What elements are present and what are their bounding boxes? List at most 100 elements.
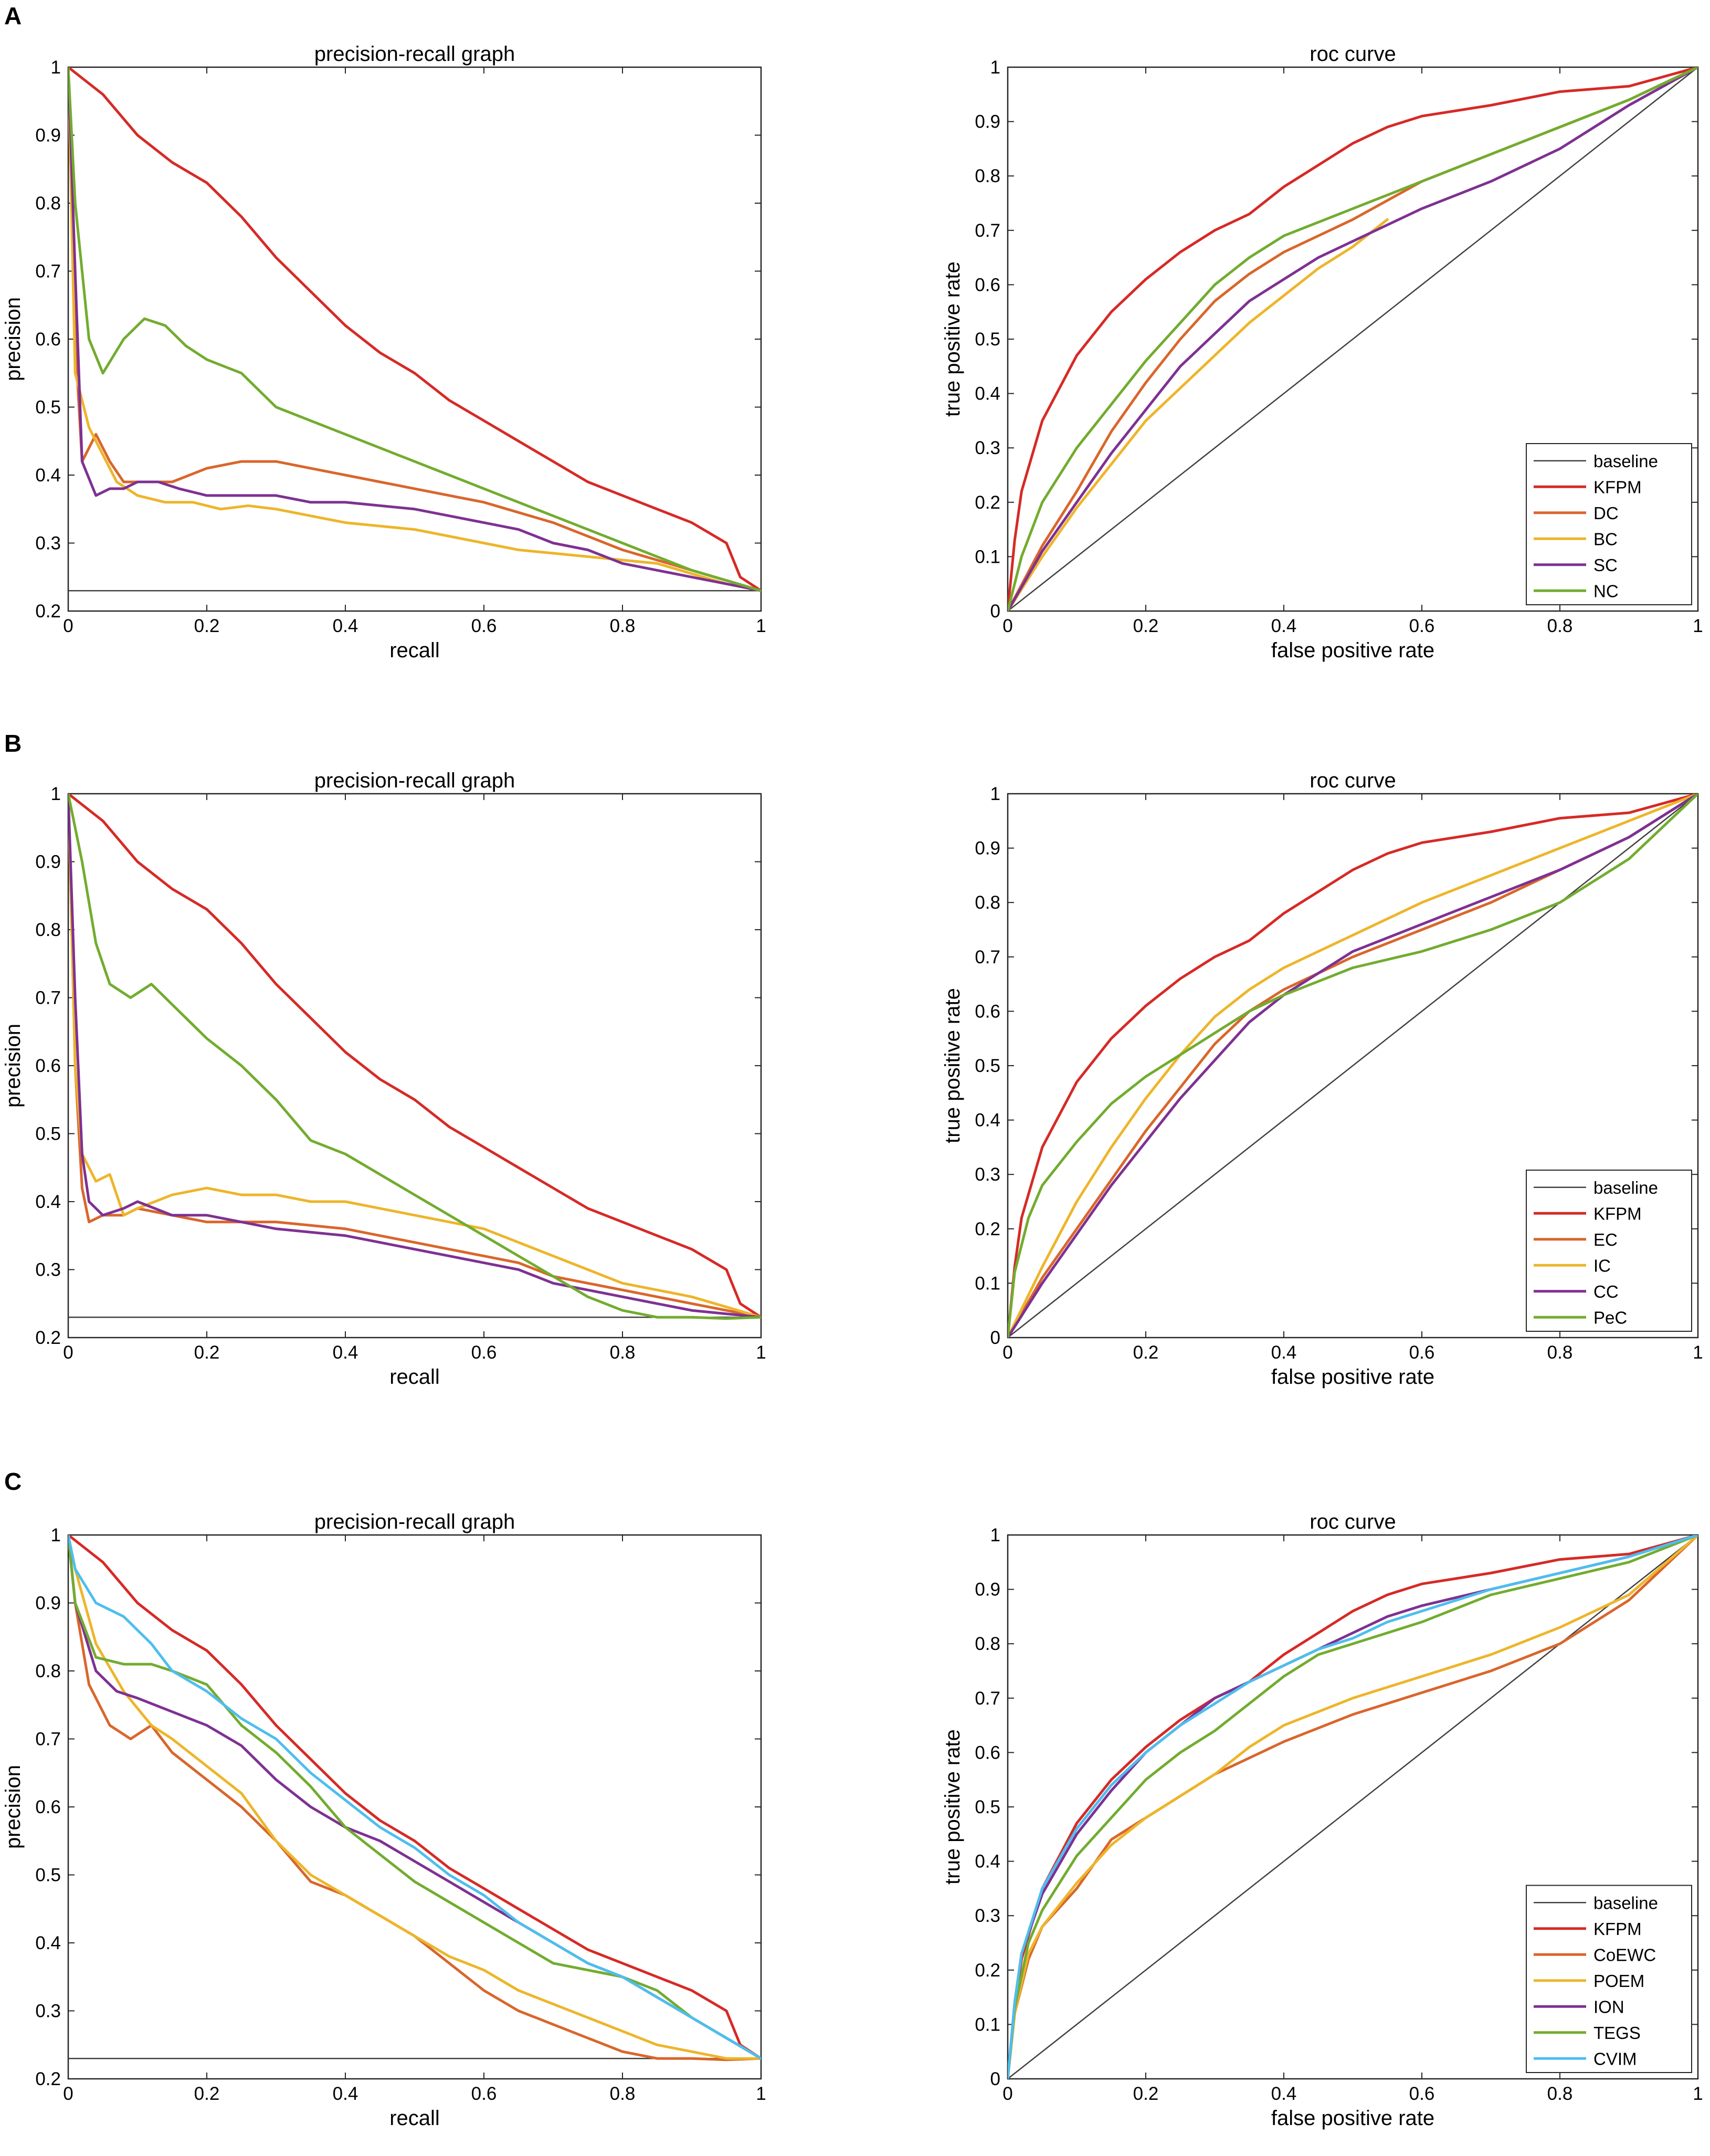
y-tick-label: 0.4 [35,1933,61,1953]
chart-title: roc curve [1310,1510,1396,1533]
legend-box [1526,1885,1692,2073]
series-line-kfpm [1008,794,1698,1338]
y-tick-label: 1 [51,57,61,78]
x-tick-label: 0 [1002,2084,1012,2104]
legend-entry-kfpm: KFPM [1593,1919,1642,1939]
legend: baseline KFPM DC BC SC NC [1526,443,1692,605]
x-tick-label: 0 [63,616,73,636]
x-axis-label: recall [389,2107,440,2130]
y-tick-label: 0.2 [35,2069,61,2089]
x-tick-label: 0.6 [1409,2084,1435,2104]
series-line-sc [68,67,761,592]
legend-entry-coewc: CoEWC [1593,1945,1656,1964]
x-tick-label: 0.6 [471,2084,497,2104]
series-group [1008,67,1698,611]
series-line-cc [1008,794,1698,1338]
y-tick-label: 0.2 [35,601,61,622]
x-tick-label: 1 [1693,616,1703,636]
chart-B-roc: 0 0.2 0.4 0.6 0.8 1 0 0.1 0.2 0.3 0.4 0.5 0.6 0.7 0.8 0… [941,769,1703,1389]
legend-entry-tegs: TEGS [1593,2023,1641,2043]
y-tick-label: 0.6 [975,275,1000,295]
series-line-cc [68,794,761,1319]
chart-A-roc: 0 0.2 0.4 0.6 0.8 1 0 0.1 0.2 0.3 0.4 0.5 0.6 0.7 0.8 0… [941,43,1703,662]
y-axis-label: true positive rate [941,1729,964,1885]
y-tick-label: 0.9 [975,838,1000,859]
y-tick-label: 0.1 [975,1273,1000,1293]
y-tick-label: 0.8 [975,1634,1000,1654]
plot-area [67,66,762,612]
y-tick-label: 0.4 [35,1192,61,1212]
y-tick-label: 0.5 [35,397,61,418]
x-tick-label: 0.8 [1547,2084,1573,2104]
y-tick-label: 0.1 [975,546,1000,567]
y-tick-label: 0.1 [975,2014,1000,2035]
legend: baseline KFPM EC IC CC PeC [1526,1170,1692,1332]
y-tick-label: 1 [990,57,1000,78]
series-line-cvim [68,1535,761,2060]
y-tick-label: 0.9 [35,1593,61,1614]
panel-label-C: C [4,1468,22,1495]
legend-box [1526,443,1692,605]
x-tick-label: 0.6 [1409,616,1435,636]
y-tick-label: 0.6 [975,1001,1000,1022]
series-group [68,67,761,592]
x-tick-label: 0.4 [333,1342,358,1363]
y-tick-label: 0.2 [975,492,1000,513]
y-tick-label: 0.7 [35,261,61,282]
legend-entry-ec: EC [1593,1230,1618,1249]
y-tick-label: 0.3 [35,1260,61,1280]
x-tick-label: 0.4 [1271,1342,1297,1363]
legend-entry-bc: BC [1593,529,1618,549]
legend-entry-poem: POEM [1593,1971,1644,1991]
y-tick-label: 0.6 [35,1056,61,1076]
legend-entry-nc: NC [1593,581,1619,601]
x-axis-label: false positive rate [1271,2107,1434,2130]
x-tick-label: 0 [63,2084,73,2104]
y-tick-label: 0 [990,601,1000,622]
x-tick-label: 0.2 [194,2084,220,2104]
legend: baseline KFPM CoEWC POEM ION TEGS CVIM [1526,1885,1692,2073]
series-line-ic [1008,794,1698,1338]
legend-entry-dc: DC [1593,503,1619,523]
series-line-sc [1008,67,1698,611]
y-tick-label: 0.4 [35,465,61,486]
chart-title: precision-recall graph [314,1510,515,1533]
x-tick-label: 1 [1693,2084,1703,2104]
chart-title: roc curve [1310,769,1396,792]
y-tick-label: 0.3 [975,1906,1000,1926]
series-line-tegs [68,1535,761,2060]
y-tick-label: 0.3 [975,438,1000,458]
x-axis-label: false positive rate [1271,639,1434,662]
x-tick-label: 0.8 [610,616,636,636]
series-line-poem [1008,1535,1698,2079]
chart-A-precision-recall: 0 0.2 0.4 0.6 0.8 10.20.30.40.50.60.70.80.91p… [2,43,766,662]
y-tick-label: 0.2 [975,1960,1000,1981]
x-tick-label: 0.6 [471,616,497,636]
series-line-bc [68,67,761,592]
legend-entry-kfpm: KFPM [1593,1204,1642,1223]
y-axis-label: precision [2,297,25,381]
x-tick-label: 0.2 [1133,1342,1159,1363]
y-tick-label: 0.3 [35,533,61,554]
legend-entry-ion: ION [1593,1997,1624,2016]
series-line-kfpm [68,794,761,1319]
chart-title: precision-recall graph [314,769,515,792]
y-axis-label: true positive rate [941,988,964,1143]
x-tick-label: 0.8 [610,2084,636,2104]
x-tick-label: 0.4 [333,616,358,636]
x-tick-label: 0.6 [1409,1342,1435,1363]
y-tick-label: 0.2 [975,1219,1000,1239]
y-tick-label: 0.7 [975,1688,1000,1709]
series-line-kfpm [68,67,761,592]
y-tick-label: 0.6 [975,1742,1000,1763]
y-tick-label: 1 [51,1525,61,1545]
x-tick-label: 0.4 [333,2084,358,2104]
plot-area [67,793,762,1339]
x-tick-label: 0.4 [1271,2084,1297,2104]
y-tick-label: 0 [990,1328,1000,1348]
series-line-pec [1008,794,1698,1338]
chart-title: roc curve [1310,43,1396,66]
x-tick-label: 1 [1693,1342,1703,1363]
y-tick-label: 1 [51,784,61,804]
y-tick-label: 1 [990,784,1000,804]
